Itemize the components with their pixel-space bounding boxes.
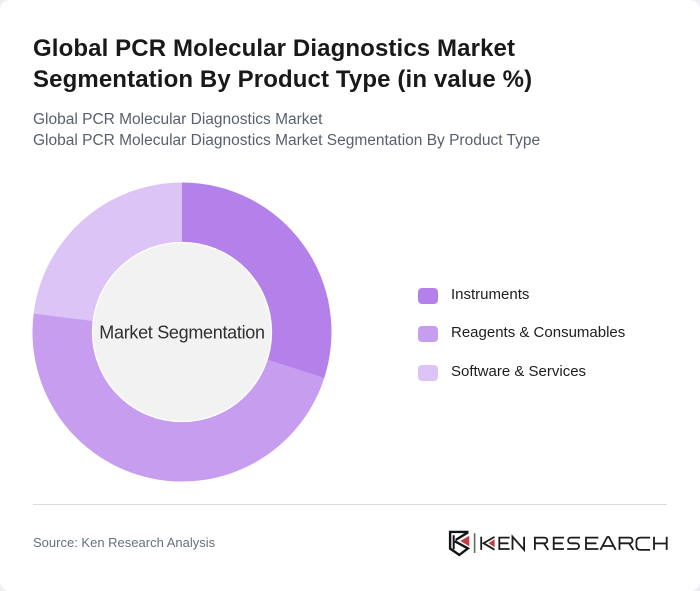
- svg-text:Market Segmentation: Market Segmentation: [99, 322, 264, 342]
